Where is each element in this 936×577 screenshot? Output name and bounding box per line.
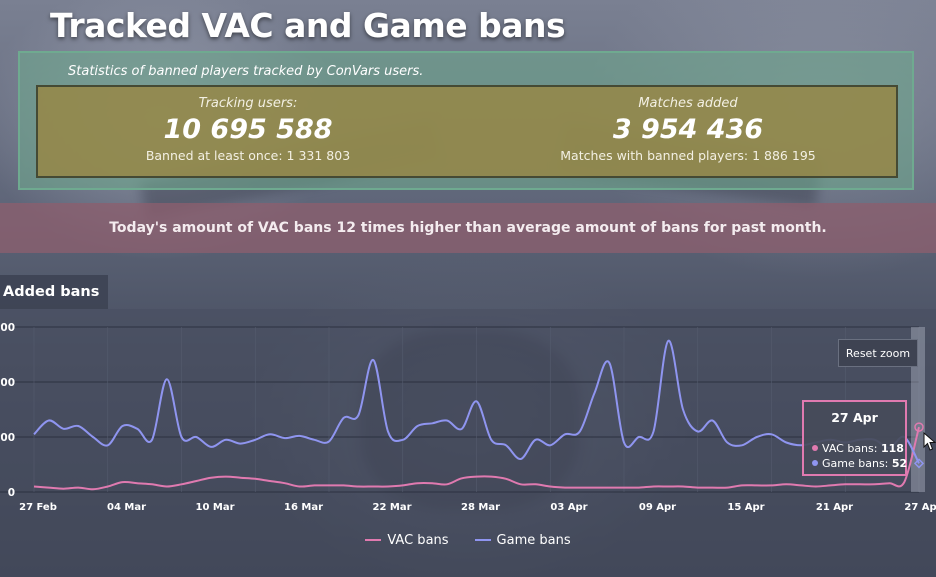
tooltip-vac-row: VAC bans: 118 bbox=[812, 442, 904, 455]
series-layer bbox=[33, 339, 920, 491]
navigator-handle bbox=[911, 327, 925, 492]
legend-vac-label: VAC bans bbox=[387, 532, 449, 548]
tooltip-game-value: 52 bbox=[891, 457, 908, 470]
x-tick-label: 27 Feb bbox=[19, 502, 57, 513]
vac-legend-line-icon bbox=[365, 539, 382, 541]
matches-added-stat: Matches added 3 954 436 Matches with ban… bbox=[478, 95, 898, 165]
tab-added-bans[interactable]: Added bans bbox=[0, 275, 108, 309]
game-legend-line-icon bbox=[474, 539, 491, 541]
alert-text: Today's amount of VAC bans 12 times high… bbox=[109, 220, 827, 236]
tooltip-date: 27 Apr bbox=[831, 410, 878, 425]
tooltip-game-row: Game bans: 52 bbox=[812, 457, 907, 470]
grid-layer bbox=[0, 326, 925, 493]
matches-added-value: 3 954 436 bbox=[612, 114, 764, 145]
x-tick-layer: 27 Feb 04 Mar 10 Mar 16 Mar 22 Mar 28 Mar 03 A… bbox=[19, 502, 936, 513]
page-title: Tracked VAC and Game bans bbox=[50, 6, 566, 45]
x-tick-label: 22 Mar bbox=[372, 502, 411, 513]
banned-at-least-once: Banned at least once: 1 331 803 bbox=[145, 148, 351, 163]
chart-legend: VAC bans Game bans bbox=[0, 529, 936, 551]
chart-background bbox=[0, 309, 936, 577]
matches-added-label: Matches added bbox=[638, 96, 738, 111]
tracking-users-stat: Tracking users: 10 695 588 Banned at lea… bbox=[38, 95, 458, 165]
tracking-users-label: Tracking users: bbox=[198, 96, 298, 111]
x-tick-label: 27 Apr bbox=[904, 502, 936, 513]
game-bans-line bbox=[33, 339, 920, 464]
tooltip-game-label: Game bans: bbox=[822, 457, 892, 470]
x-tick-label: 09 Apr bbox=[639, 502, 676, 513]
tooltip-vac-value: 118 bbox=[880, 442, 904, 455]
x-tick-label: 03 Apr bbox=[550, 502, 587, 513]
legend-game-label: Game bans bbox=[496, 532, 571, 548]
y-tick-layer: 0 100 200 300 bbox=[0, 322, 15, 499]
matches-with-banned-players: Matches with banned players: 1 886 195 bbox=[560, 148, 816, 163]
x-tick-label: 21 Apr bbox=[816, 502, 853, 513]
chart-area: 0 100 200 300 27 Feb 04 Mar 10 Mar 16 Mar 22 Ma… bbox=[0, 309, 936, 577]
alert-banner: Today's amount of VAC bans 12 times high… bbox=[0, 203, 936, 253]
vac-hover-marker bbox=[914, 422, 924, 432]
reset-zoom-button[interactable]: Reset zoom bbox=[838, 339, 918, 367]
y-tick-label: 0 bbox=[8, 487, 15, 499]
tracking-users-value: 10 695 588 bbox=[163, 114, 333, 145]
y-tick-label: 100 bbox=[0, 432, 15, 444]
x-tick-label: 04 Mar bbox=[107, 502, 146, 513]
mouse-cursor-icon bbox=[923, 432, 936, 451]
game-hover-marker bbox=[913, 458, 925, 469]
game-dot-icon bbox=[812, 460, 818, 466]
y-tick-label: 200 bbox=[0, 377, 15, 389]
vac-bans-line bbox=[33, 426, 920, 491]
x-tick-label: 16 Mar bbox=[284, 502, 323, 513]
y-tick-label: 300 bbox=[0, 322, 15, 334]
legend-item-vac[interactable]: VAC bans bbox=[365, 529, 449, 551]
tooltip-vac-label: VAC bans: bbox=[822, 442, 881, 455]
stats-subtitle: Statistics of banned players tracked by … bbox=[68, 64, 424, 79]
legend-item-game[interactable]: Game bans bbox=[474, 529, 571, 551]
chart-tooltip: 27 Apr VAC bans: 118 Game bans: 52 bbox=[802, 400, 907, 476]
bans-chart[interactable]: 0 100 200 300 27 Feb 04 Mar 10 Mar 16 Mar 22 Ma… bbox=[0, 309, 936, 577]
vac-dot-icon bbox=[812, 445, 818, 451]
stats-inner-panel: Tracking users: 10 695 588 Banned at lea… bbox=[36, 85, 898, 178]
marker-layer bbox=[913, 422, 925, 469]
x-tick-label: 15 Apr bbox=[727, 502, 764, 513]
tab-label: Added bans bbox=[3, 284, 100, 300]
x-tick-label: 28 Mar bbox=[461, 502, 500, 513]
stats-panel: Statistics of banned players tracked by … bbox=[18, 51, 914, 190]
x-tick-label: 10 Mar bbox=[195, 502, 234, 513]
